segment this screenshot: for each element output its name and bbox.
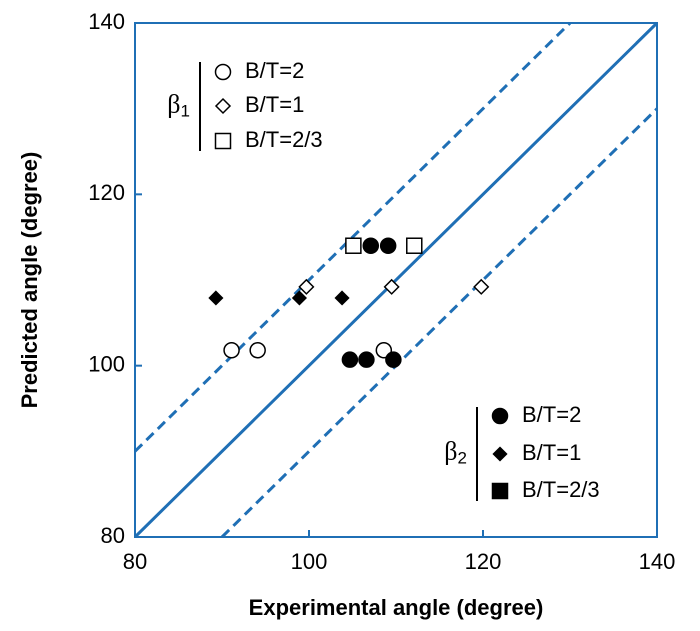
legend-label: B/T=2 xyxy=(522,402,581,427)
plot-frame xyxy=(134,22,658,538)
reference-line xyxy=(133,21,659,539)
legend-group-symbol: β xyxy=(444,436,457,465)
marker-diamond xyxy=(334,290,350,306)
legend-group-symbol: β xyxy=(167,89,180,118)
x-tick-label: 120 xyxy=(465,549,502,574)
legend-marker xyxy=(491,407,509,425)
legend-marker xyxy=(491,482,509,500)
marker-diamond xyxy=(298,278,315,295)
legend-label: B/T=2/3 xyxy=(522,477,600,502)
x-tick-label: 80 xyxy=(123,549,147,574)
marker-circle xyxy=(249,341,266,359)
marker-diamond xyxy=(291,290,307,306)
marker-circle xyxy=(385,351,402,368)
marker-circle xyxy=(341,351,359,368)
legend-label: B/T=1 xyxy=(522,440,581,465)
y-tick-label: 80 xyxy=(101,523,125,548)
reference-line xyxy=(220,107,659,539)
legend-label: B/T=2/3 xyxy=(245,127,323,152)
x-axis-title: Experimental angle (degree) xyxy=(249,595,544,620)
marker-circle xyxy=(223,341,240,359)
y-tick-label: 120 xyxy=(88,180,125,205)
x-tick-label: 100 xyxy=(291,549,328,574)
legend-group-subscript: 1 xyxy=(181,102,190,121)
x-tick-label: 140 xyxy=(639,549,676,574)
legend-marker xyxy=(214,97,232,115)
legend-group-label: β1 xyxy=(167,89,190,121)
marker-circle xyxy=(362,237,380,254)
y-tick-label: 100 xyxy=(88,351,125,376)
y-axis-title: Predicted angle (degree) xyxy=(17,152,42,409)
marker-square xyxy=(345,237,362,254)
marker-diamond xyxy=(473,278,490,295)
marker-circle xyxy=(358,351,375,368)
legend-label: B/T=1 xyxy=(245,92,304,117)
legend-label: B/T=2 xyxy=(245,58,304,83)
y-tick-label: 140 xyxy=(88,9,125,34)
marker-diamond xyxy=(208,290,224,306)
marker-circle xyxy=(379,237,397,254)
legend-group-label: β2 xyxy=(444,436,467,468)
legend-marker xyxy=(214,63,232,81)
reference-line xyxy=(133,21,572,453)
marker-diamond xyxy=(383,278,400,295)
legend-group-subscript: 2 xyxy=(458,449,467,468)
marker-square xyxy=(406,237,423,254)
legend-marker xyxy=(492,446,508,462)
legend-marker xyxy=(214,132,232,150)
